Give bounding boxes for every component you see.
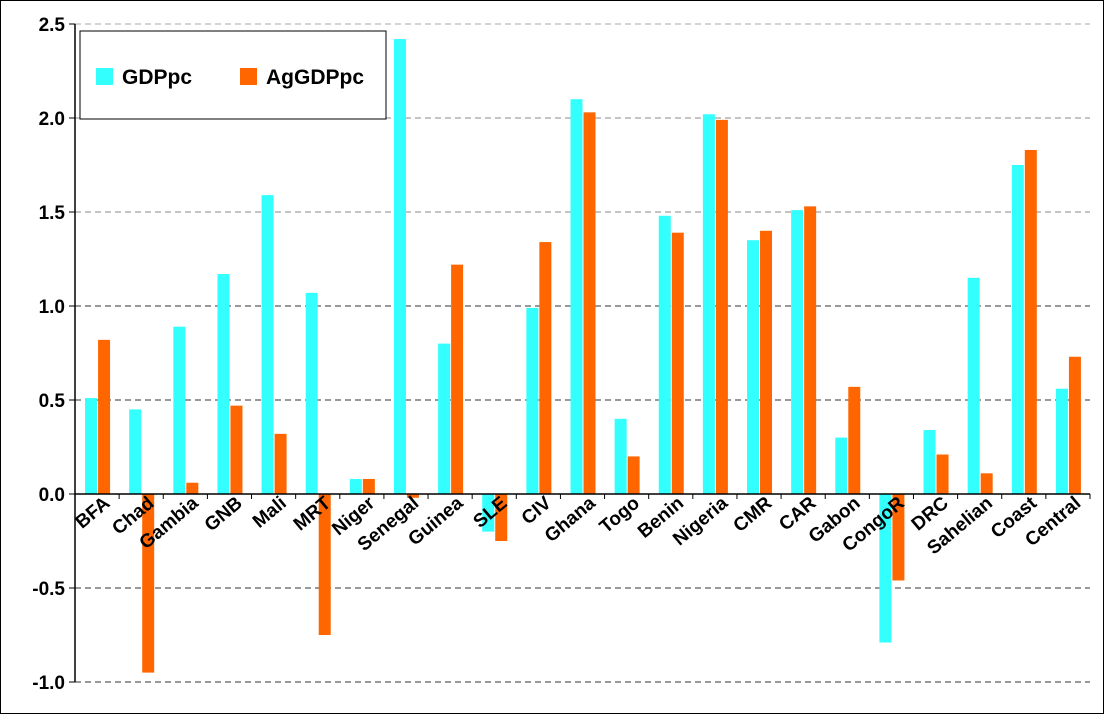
bar-gdppc-sle <box>482 494 495 532</box>
bar-gdppc-gabon <box>835 437 848 494</box>
y-tick-label: -1.0 <box>32 673 65 694</box>
bar-aggdppc-benin <box>671 232 684 494</box>
bar-gdppc-cmr <box>747 240 760 494</box>
bar-aggdppc-congor <box>892 494 905 581</box>
bar-gdppc-togo <box>614 418 627 494</box>
bar-aggdppc-ghana <box>583 112 596 495</box>
bar-gdppc-guinea <box>438 343 451 494</box>
bar-gdppc-senegal <box>393 39 406 494</box>
bar-gdppc-central <box>1055 388 1068 494</box>
bar-gdppc-chad <box>129 409 142 494</box>
bar-aggdppc-nigeria <box>715 119 728 494</box>
axes <box>74 24 1091 682</box>
legend-label-aggdppc: AgGDPpc <box>266 66 364 89</box>
bar-gdppc-niger <box>349 478 362 494</box>
bar-gdppc-gnb <box>217 274 230 494</box>
bar-aggdppc-chad <box>142 494 155 673</box>
bar-aggdppc-sahelian <box>980 473 993 494</box>
legend: GDPpc AgGDPpc <box>79 30 387 120</box>
bar-gdppc-civ <box>526 307 539 494</box>
bar-aggdppc-coast <box>1024 149 1037 494</box>
bars <box>85 39 1081 673</box>
legend-box <box>79 30 387 120</box>
bar-aggdppc-togo <box>627 456 640 494</box>
bar-gdppc-mali <box>261 195 274 494</box>
x-tick-label: Ghana <box>541 492 600 546</box>
bar-gdppc-benin <box>658 215 671 494</box>
bar-aggdppc-guinea <box>451 264 464 494</box>
bar-aggdppc-bfa <box>98 339 111 494</box>
y-tick-label: 1.0 <box>39 297 65 318</box>
bar-gdppc-gambia <box>173 326 186 494</box>
bar-gdppc-bfa <box>85 398 98 494</box>
x-tick-label: GNB <box>201 493 247 536</box>
bar-gdppc-sahelian <box>967 277 980 494</box>
bar-aggdppc-central <box>1068 356 1081 494</box>
y-axis-ticks: 2.5 2.0 1.5 1.0 0.5 0.0 -0.5 -1.0 <box>32 15 75 694</box>
legend-label-gdppc: GDPpc <box>122 66 192 89</box>
y-tick-label: 2.5 <box>39 15 66 36</box>
bar-gdppc-ghana <box>570 99 583 494</box>
bar-aggdppc-civ <box>539 242 552 494</box>
x-tick-label: BFA <box>72 493 115 534</box>
y-tick-label: 2.0 <box>39 109 65 130</box>
y-tick-label: -0.5 <box>32 579 65 600</box>
bar-aggdppc-mrt <box>318 494 331 635</box>
bar-gdppc-mrt <box>305 292 318 494</box>
x-tick-label: Mali <box>249 493 291 533</box>
bar-aggdppc-niger <box>362 478 375 494</box>
bar-aggdppc-gnb <box>230 405 243 494</box>
y-tick-label: 0.5 <box>39 391 66 412</box>
bar-aggdppc-gambia <box>186 482 199 494</box>
bar-aggdppc-drc <box>936 454 949 494</box>
x-tick-label: CMR <box>730 493 777 537</box>
bar-gdppc-nigeria <box>702 114 715 495</box>
bar-gdppc-drc <box>923 430 936 494</box>
bar-aggdppc-car <box>804 206 817 495</box>
bar-aggdppc-sle <box>495 494 508 541</box>
y-tick-label: 1.5 <box>39 203 66 224</box>
gridlines <box>75 23 1090 683</box>
bar-aggdppc-gabon <box>848 386 861 494</box>
bar-aggdppc-cmr <box>760 230 773 495</box>
legend-swatch-gdppc <box>96 68 113 85</box>
y-tick-label: 0.0 <box>39 485 65 506</box>
legend-swatch-aggdppc <box>240 68 257 85</box>
bar-gdppc-congor <box>879 494 892 643</box>
bar-aggdppc-senegal <box>406 494 419 498</box>
bar-gdppc-coast <box>1011 165 1024 494</box>
bar-aggdppc-mali <box>274 433 287 494</box>
bar-gdppc-car <box>791 210 804 494</box>
